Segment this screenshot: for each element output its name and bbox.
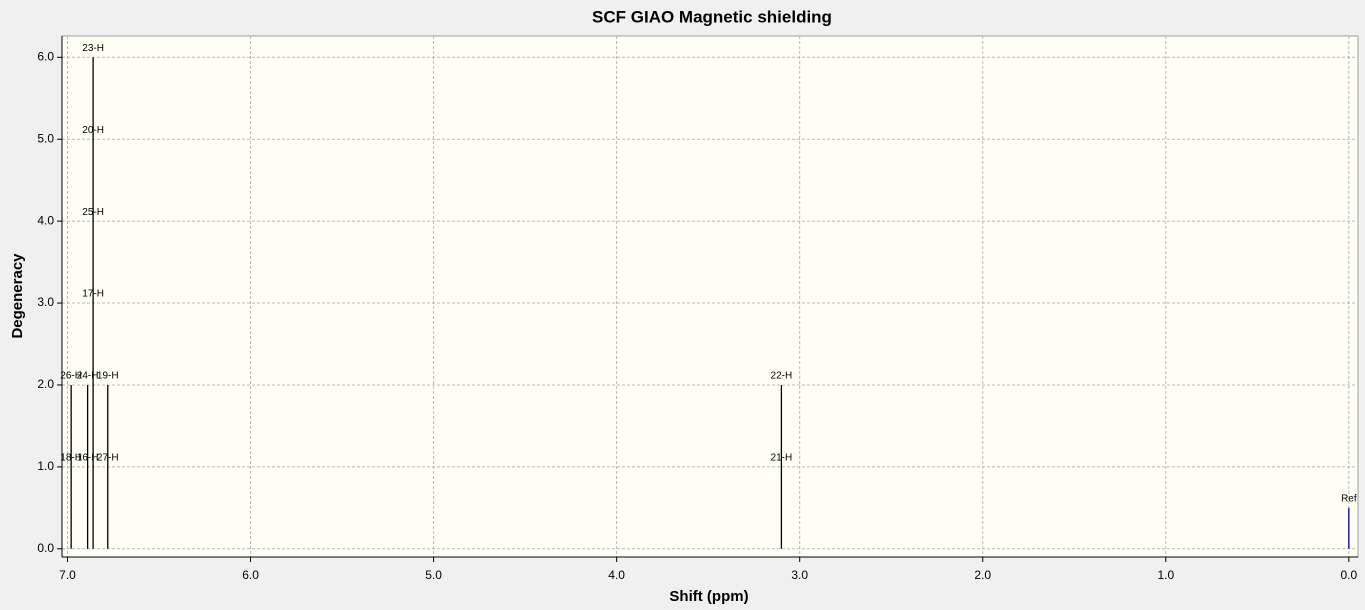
x-tick-label: 2.0 <box>974 568 991 582</box>
y-tick-label: 4.0 <box>37 213 54 227</box>
y-axis-title: Degeneracy <box>9 253 26 339</box>
peak-label: 22-H <box>771 371 793 382</box>
peak-label: 23-H <box>82 43 104 54</box>
peak-label: 27-H <box>97 453 119 464</box>
peak-label: 20-H <box>82 125 104 136</box>
x-axis-title: Shift (ppm) <box>669 588 748 605</box>
chart-title: SCF GIAO Magnetic shielding <box>592 7 832 26</box>
plot-area <box>61 35 1359 558</box>
peak-label: 17-H <box>82 289 104 300</box>
x-tick-label: 0.0 <box>1341 568 1358 582</box>
x-tick-label: 7.0 <box>59 568 76 582</box>
peak-label: 18-H <box>60 453 82 464</box>
x-tick-label: 1.0 <box>1157 568 1174 582</box>
peak-label: 26-H <box>60 371 82 382</box>
y-tick-label: 3.0 <box>37 295 54 309</box>
x-tick-label: 5.0 <box>425 568 442 582</box>
x-tick-label: 6.0 <box>242 568 259 582</box>
y-tick-label: 6.0 <box>37 49 54 63</box>
y-tick-label: 2.0 <box>37 377 54 391</box>
x-tick-label: 3.0 <box>791 568 808 582</box>
peak-label: 16-H <box>77 453 99 464</box>
x-tick-label: 4.0 <box>608 568 625 582</box>
y-tick-label: 1.0 <box>37 459 54 473</box>
peak-label: 19-H <box>97 371 119 382</box>
peak-label: Ref <box>1341 493 1357 504</box>
y-tick-label: 0.0 <box>37 541 54 555</box>
peak-label: 25-H <box>82 207 104 218</box>
peak-label: 24-H <box>77 371 99 382</box>
y-tick-label: 5.0 <box>37 131 54 145</box>
peak-label: 21-H <box>771 453 793 464</box>
